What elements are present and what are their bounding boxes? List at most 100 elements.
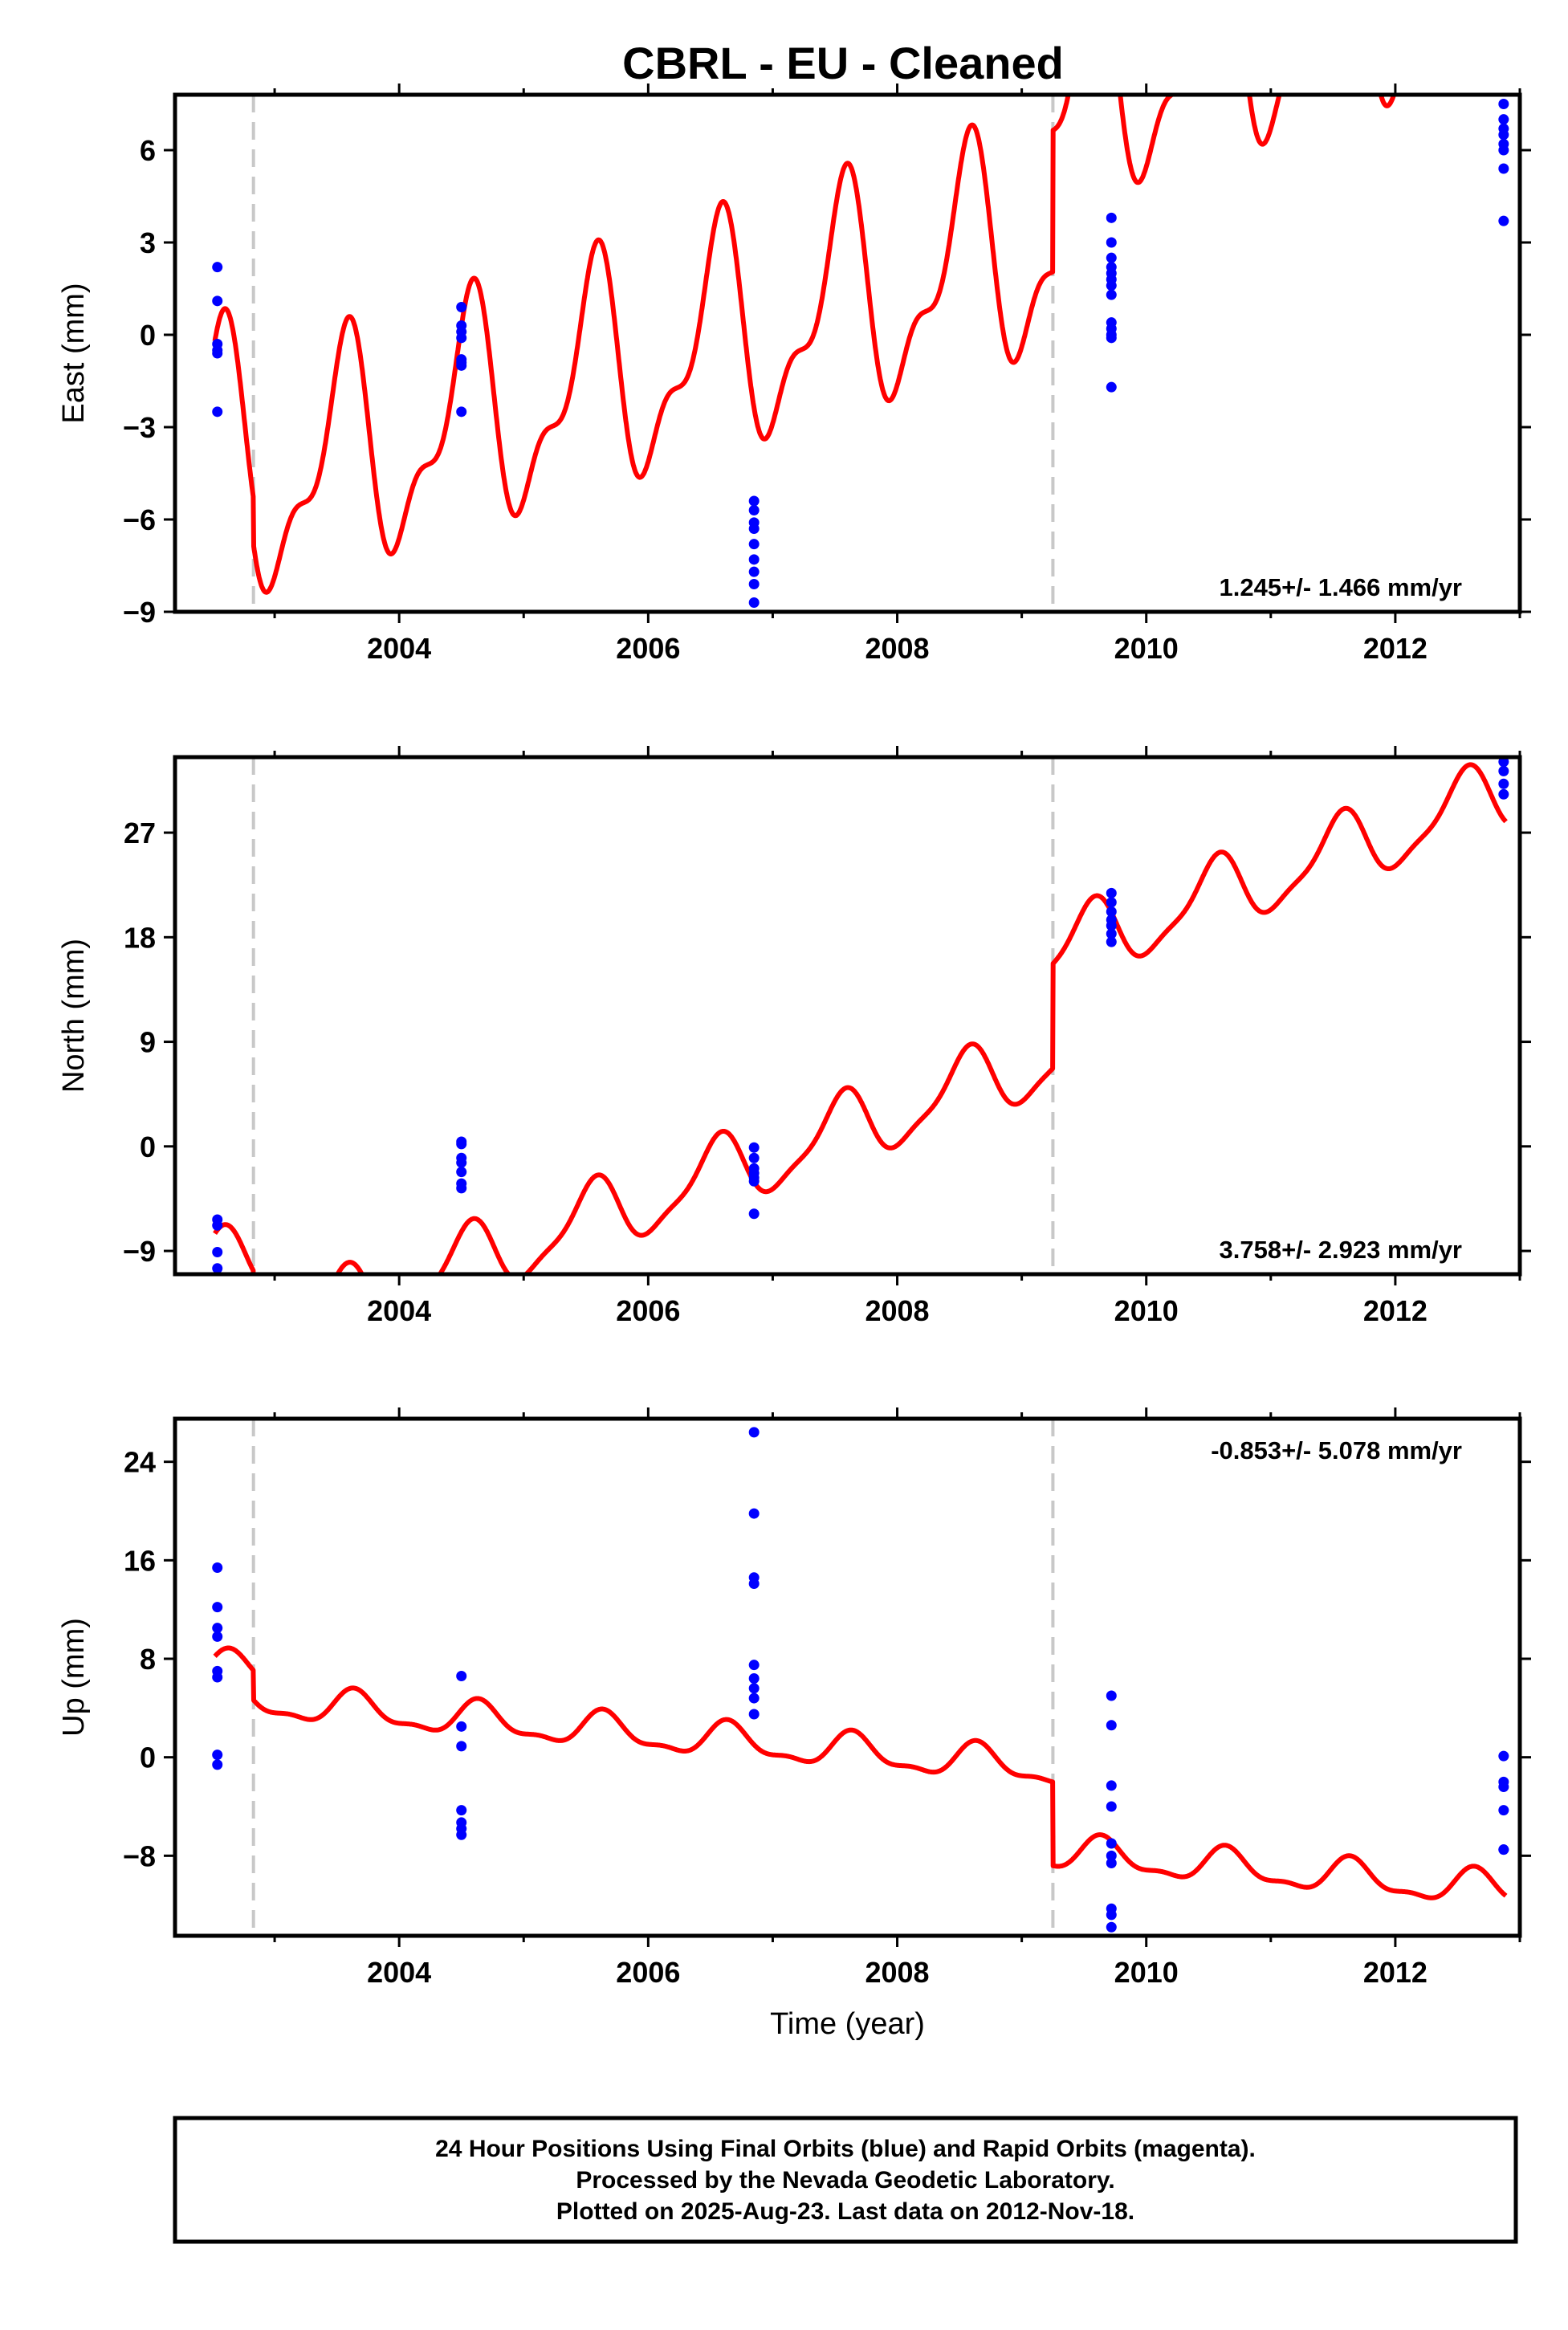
data-point (456, 332, 467, 344)
data-point (1498, 765, 1509, 776)
y-tick-label: 0 (140, 1130, 156, 1163)
y-tick-label: 9 (140, 1026, 156, 1059)
y-tick-label: 0 (140, 1741, 156, 1774)
y-tick-label: 0 (140, 319, 156, 352)
data-point (748, 1693, 760, 1704)
x-tick-label: 2008 (865, 1956, 929, 1989)
x-tick-label: 2006 (616, 1294, 680, 1327)
north-panel: 2004 2006 2008 2010 2012 −9 0 9 18 27 North (mm) 3.… (57, 746, 1531, 1327)
data-point (1498, 163, 1509, 174)
data-points (212, 1427, 1509, 1933)
data-point (212, 1672, 223, 1683)
data-point (456, 1721, 467, 1732)
data-point (748, 523, 760, 534)
data-point (1106, 897, 1117, 908)
y-tick-label: 3 (140, 226, 156, 259)
data-point (212, 1631, 223, 1642)
data-point (748, 505, 760, 515)
data-point (212, 1220, 223, 1231)
data-point (456, 1805, 467, 1816)
data-point (212, 406, 223, 418)
data-point (748, 1175, 760, 1187)
data-point (748, 1208, 760, 1220)
y-tick-label: 6 (140, 134, 156, 167)
data-point (1106, 1909, 1117, 1921)
data-point (456, 1167, 467, 1178)
data-point (212, 1602, 223, 1613)
figure-title: CBRL - EU - Cleaned (622, 38, 1064, 88)
data-point (748, 1673, 760, 1684)
x-axis-label: Time (year) (770, 2007, 925, 2041)
model-curve (213, 1645, 1508, 1900)
data-point (1498, 114, 1509, 125)
data-point (748, 566, 760, 577)
x-tick-label: 2006 (616, 1956, 680, 1989)
data-point (748, 1683, 760, 1694)
x-tick-label: 2004 (367, 1294, 431, 1327)
data-point (1106, 212, 1117, 223)
rate-label: 3.758+/- 2.923 mm/yr (1220, 1236, 1462, 1264)
x-tick-label: 2012 (1363, 1294, 1427, 1327)
data-point (748, 1709, 760, 1720)
data-point (748, 1578, 760, 1589)
footer-line-1: 24 Hour Positions Using Final Orbits (bl… (435, 2136, 1256, 2162)
data-point (212, 1263, 223, 1274)
data-point (748, 579, 760, 589)
plot-frame (173, 1416, 1522, 1938)
plot-frame (173, 92, 1522, 614)
y-tick-label: 16 (124, 1544, 156, 1577)
data-point (1106, 920, 1117, 931)
data-point (1106, 1690, 1117, 1701)
data-point (1106, 1858, 1117, 1869)
data-point (1498, 1750, 1509, 1762)
y-tick-label: −9 (123, 1235, 156, 1268)
data-point (1498, 129, 1509, 141)
plot-frame (173, 755, 1522, 1277)
data-point (1498, 99, 1509, 109)
data-point (748, 597, 760, 608)
data-point (212, 295, 223, 307)
data-point (1498, 778, 1509, 789)
x-tick-label: 2004 (367, 1956, 431, 1989)
data-point (212, 348, 223, 359)
data-point (1106, 280, 1117, 291)
data-point (212, 1759, 223, 1770)
data-point (1106, 928, 1117, 939)
y-tick-label: −9 (123, 596, 156, 629)
data-point (1106, 289, 1117, 300)
data-points (212, 757, 1509, 1274)
data-point (1106, 887, 1117, 898)
data-point (456, 1157, 467, 1168)
x-tick-label: 2010 (1114, 632, 1179, 665)
data-point (1106, 1720, 1117, 1731)
data-point (1106, 1850, 1117, 1861)
data-point (1106, 237, 1117, 248)
y-tick-label: −8 (123, 1839, 156, 1872)
x-tick-label: 2010 (1114, 1294, 1179, 1327)
data-point (1106, 936, 1117, 947)
data-point (212, 1623, 223, 1634)
data-point (1498, 145, 1509, 156)
data-point (1106, 1801, 1117, 1812)
east-panel: 2004 2006 2008 2010 2012 −9 −6 −3 0 3 6 East (mm) 1.… (57, 84, 1531, 665)
data-point (1106, 1780, 1117, 1791)
x-tick-label: 2006 (616, 632, 680, 665)
data-point (212, 1562, 223, 1574)
y-tick-label: −6 (123, 503, 156, 536)
y-tick-label: 27 (124, 817, 156, 849)
up-panel: 2004 2006 2008 2010 2012 −8 0 8 16 24 Up (mm) Time … (57, 1407, 1531, 2041)
model-curve (212, 95, 1397, 595)
x-tick-label: 2012 (1363, 632, 1427, 665)
data-point (748, 1142, 760, 1153)
y-tick-label: 18 (124, 921, 156, 954)
data-point (1498, 1844, 1509, 1855)
data-point (748, 495, 760, 507)
y-axis-label: Up (mm) (57, 1618, 91, 1737)
x-tick-label: 2010 (1114, 1956, 1179, 1989)
rate-label: -0.853+/- 5.078 mm/yr (1211, 1436, 1462, 1464)
data-point (748, 1152, 760, 1163)
footer-border (173, 2116, 1518, 2244)
x-tick-label: 2012 (1363, 1956, 1427, 1989)
data-point (456, 1741, 467, 1752)
data-point (456, 302, 467, 312)
